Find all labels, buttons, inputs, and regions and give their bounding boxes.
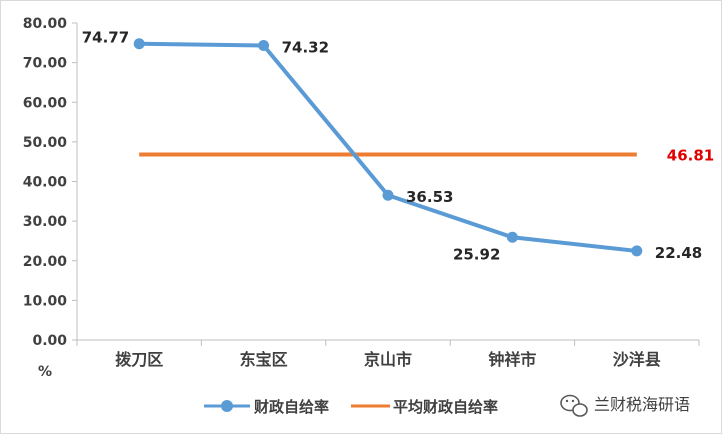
legend-marker-series-1 [221, 400, 233, 412]
legend-label-series-2: 平均财政自给率 [393, 398, 498, 416]
average-data-label: 46.81 [667, 147, 714, 165]
watermark: 兰财税海研语 [560, 394, 690, 417]
legend: 财政自给率 平均财政自给率 [204, 398, 498, 416]
x-category-label: 京山市 [364, 350, 412, 369]
x-category-label: 钟祥市 [488, 350, 536, 369]
data-label: 22.48 [655, 244, 702, 262]
legend-item-series-1[interactable]: 财政自给率 [204, 398, 329, 416]
data-point [631, 245, 643, 257]
y-axis-unit: % [38, 364, 52, 380]
y-tick-label: 80.00 [23, 16, 68, 32]
data-point [506, 231, 518, 243]
data-point [258, 40, 270, 52]
data-point [382, 189, 394, 201]
data-label: 74.77 [82, 29, 129, 47]
x-category-label: 东宝区 [240, 350, 288, 369]
watermark-text: 兰财税海研语 [594, 395, 690, 414]
data-label: 36.53 [406, 188, 453, 206]
y-tick-label: 10.00 [23, 293, 68, 309]
y-tick-label: 0.00 [32, 333, 67, 349]
data-point [133, 38, 145, 50]
legend-item-series-2[interactable]: 平均财政自给率 [351, 398, 498, 416]
y-tick-label: 50.00 [23, 135, 68, 151]
y-tick-label: 40.00 [23, 175, 68, 191]
y-tick-label: 60.00 [23, 95, 68, 111]
legend-label-series-1: 财政自给率 [254, 398, 329, 416]
data-label: 25.92 [453, 245, 500, 263]
x-category-label: 拨刀区 [115, 350, 163, 369]
series-line [139, 41, 638, 253]
y-tick-label: 70.00 [23, 56, 68, 72]
y-tick-label: 20.00 [23, 254, 68, 270]
y-tick-label: 30.00 [23, 214, 68, 230]
wechat-icon [560, 394, 588, 417]
x-category-label: 沙洋县 [613, 350, 661, 369]
data-label: 74.32 [282, 39, 329, 57]
